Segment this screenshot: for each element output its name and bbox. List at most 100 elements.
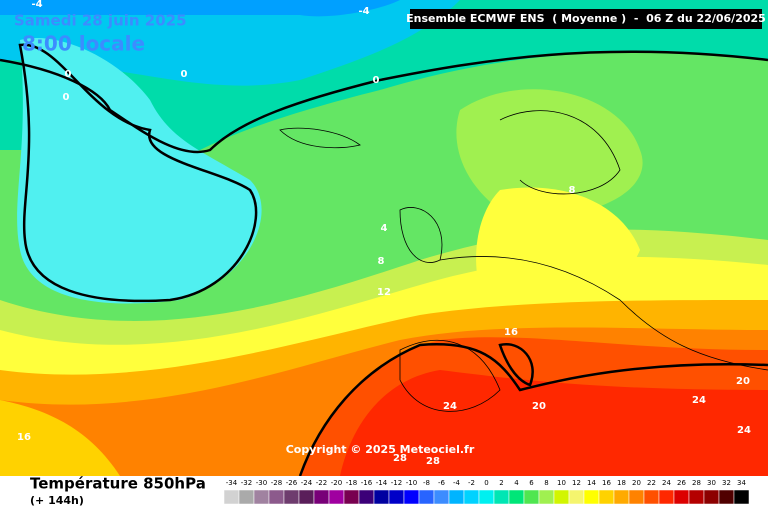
date: Samedi 28 juin 2025 bbox=[14, 12, 187, 30]
legend-swatch bbox=[283, 489, 300, 505]
run-info: Ensemble ECMWF ENS ( Moyenne ) - 06 Z du… bbox=[406, 12, 766, 25]
legend-label: 22 bbox=[647, 479, 656, 487]
legend-label: 10 bbox=[557, 479, 566, 487]
legend-label: 32 bbox=[722, 479, 731, 487]
legend-label: 28 bbox=[692, 479, 701, 487]
legend-swatch bbox=[538, 489, 555, 505]
legend-label: 2 bbox=[499, 479, 503, 487]
legend-swatch bbox=[253, 489, 270, 505]
legend-label: 34 bbox=[737, 479, 746, 487]
legend-swatch bbox=[463, 489, 480, 505]
legend-label: 20 bbox=[632, 479, 641, 487]
legend-swatch bbox=[418, 489, 435, 505]
contour-line bbox=[298, 343, 768, 477]
legend-swatch bbox=[688, 489, 705, 505]
legend-swatch bbox=[613, 489, 630, 505]
legend-label: -34 bbox=[226, 479, 238, 487]
contour-label: 16 bbox=[504, 327, 518, 338]
footer-subtitle: (+ 144h) bbox=[30, 494, 84, 507]
legend-label: -4 bbox=[453, 479, 461, 487]
legend-label: -6 bbox=[438, 479, 446, 487]
contour-label: 12 bbox=[377, 287, 391, 298]
legend-swatch bbox=[373, 489, 390, 505]
legend-label: 14 bbox=[587, 479, 596, 487]
legend-swatch bbox=[478, 489, 495, 505]
contour-line bbox=[498, 342, 534, 387]
field-band bbox=[476, 187, 640, 300]
contour-label: -4 bbox=[358, 6, 369, 17]
legend-swatch bbox=[223, 489, 240, 505]
legend-label: -32 bbox=[241, 479, 252, 487]
legend-label: -10 bbox=[406, 479, 417, 487]
run-box bbox=[410, 9, 762, 29]
contour-label: 0 bbox=[373, 75, 380, 86]
legend-label: -20 bbox=[331, 479, 342, 487]
legend-label: 18 bbox=[617, 479, 626, 487]
contour-label: 20 bbox=[532, 401, 546, 412]
legend-label: -14 bbox=[376, 479, 388, 487]
contours bbox=[0, 43, 768, 477]
contour-label: 0 bbox=[65, 69, 72, 80]
legend-swatch bbox=[598, 489, 615, 505]
time: 8:00 locale bbox=[22, 32, 145, 56]
legend-label: 16 bbox=[602, 479, 611, 487]
legend-swatch bbox=[523, 489, 540, 505]
legend-label: -24 bbox=[301, 479, 313, 487]
legend-label: 12 bbox=[572, 479, 581, 487]
coastline bbox=[399, 339, 501, 412]
legend-label: 4 bbox=[514, 479, 519, 487]
legend-swatch bbox=[568, 489, 585, 505]
contour-line bbox=[18, 43, 258, 303]
legend-label: -26 bbox=[286, 479, 298, 487]
field-band bbox=[0, 0, 460, 86]
field-band bbox=[17, 38, 262, 304]
field-band bbox=[0, 400, 120, 476]
legend-swatch bbox=[358, 489, 375, 505]
contour-label: 16 bbox=[17, 432, 31, 443]
legend-swatch bbox=[658, 489, 675, 505]
legend-label: -18 bbox=[346, 479, 357, 487]
legend-swatch bbox=[343, 489, 360, 505]
legend-label: 8 bbox=[544, 479, 548, 487]
legend-swatch bbox=[313, 489, 330, 505]
contour-label: 8 bbox=[378, 256, 385, 267]
legend-swatch bbox=[718, 489, 735, 505]
contour-label: 24 bbox=[692, 395, 706, 406]
field-band bbox=[340, 370, 768, 476]
legend-label: 6 bbox=[529, 479, 534, 487]
legend-label: 30 bbox=[707, 479, 716, 487]
legend-label: -12 bbox=[391, 479, 402, 487]
legend-swatch bbox=[583, 489, 600, 505]
legend-label: -8 bbox=[423, 479, 430, 487]
legend-swatch bbox=[448, 489, 465, 505]
legend-swatch bbox=[328, 489, 345, 505]
copyright: Copyright © 2025 Meteociel.fr bbox=[286, 443, 475, 456]
contour-line bbox=[0, 50, 768, 154]
coastline bbox=[499, 110, 621, 195]
contour-label: 0 bbox=[63, 92, 70, 103]
map: -4 -4 0 0 0 0 4 8 8 12 16 16 20 20 24 24… bbox=[0, 0, 768, 477]
contour-label: 24 bbox=[443, 401, 457, 412]
legend-swatch bbox=[508, 489, 525, 505]
legend-swatch bbox=[643, 489, 660, 505]
legend-swatch bbox=[403, 489, 420, 505]
coastline bbox=[279, 127, 361, 149]
legend-label: -22 bbox=[316, 479, 327, 487]
contour-label: 20 bbox=[736, 376, 750, 387]
contour-label: 24 bbox=[737, 425, 751, 436]
legend: -34 -32 -30 -28 -26 -24 -22 -20 -18 -16 -14 -12 -10-… bbox=[223, 479, 750, 505]
legend-label: 0 bbox=[484, 479, 488, 487]
legend-label: -30 bbox=[256, 479, 267, 487]
legend-swatch bbox=[268, 489, 285, 505]
footer-title: Température 850hPa bbox=[30, 475, 206, 493]
contour-label: 28 bbox=[393, 453, 407, 464]
contour-label: -4 bbox=[31, 0, 42, 10]
legend-swatch bbox=[553, 489, 570, 505]
legend-label: -28 bbox=[271, 479, 282, 487]
legend-swatch bbox=[388, 489, 405, 505]
contour-label: 4 bbox=[381, 223, 388, 234]
contour-label: 28 bbox=[426, 456, 440, 467]
legend-swatch bbox=[433, 489, 450, 505]
legend-label: 24 bbox=[662, 479, 671, 487]
